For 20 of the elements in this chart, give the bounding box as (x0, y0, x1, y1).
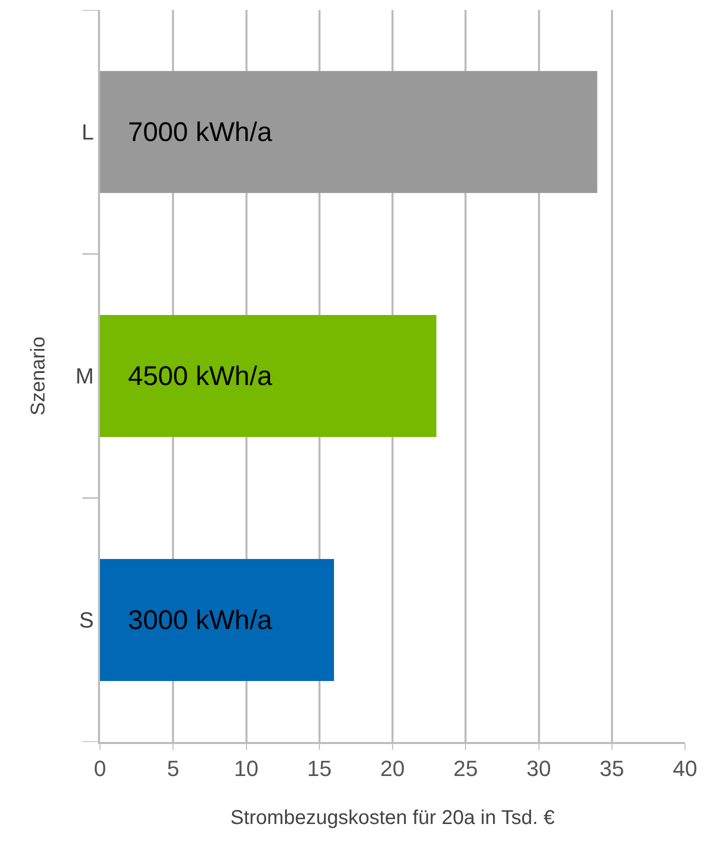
y-axis-title: Szenario (28, 336, 50, 416)
annotation: 4500 kWh/a (128, 361, 274, 391)
x-tick-label: 20 (380, 756, 405, 782)
y-tick-label: L (82, 120, 94, 145)
x-tick-label: 30 (526, 756, 551, 782)
annotation: 3000 kWh/a (128, 605, 274, 635)
bar (100, 559, 334, 681)
bar (100, 315, 436, 437)
x-tick-label: 40 (672, 756, 698, 782)
x-tick-label: 15 (307, 756, 332, 782)
y-tick-label: M (76, 364, 94, 389)
bar (100, 71, 598, 193)
x-tick-label: 0 (94, 756, 106, 782)
x-axis-title: Strombezugskosten für 20a in Tsd. € (230, 807, 555, 830)
y-tick-label: S (79, 608, 94, 633)
x-tick-label: 35 (600, 756, 624, 782)
x-tick-label: 5 (167, 756, 180, 782)
x-tick-label: 10 (234, 756, 258, 782)
annotation: 7000 kWh/a (128, 117, 274, 147)
x-tick-label: 25 (453, 756, 478, 782)
